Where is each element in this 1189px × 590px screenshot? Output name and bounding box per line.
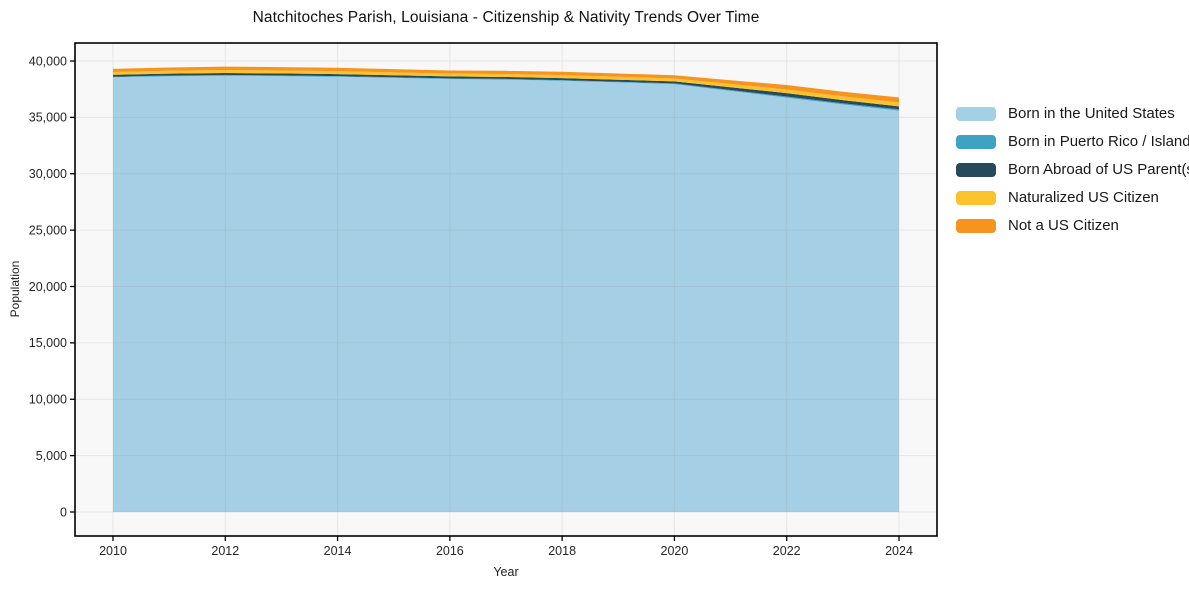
y-tick-label: 30,000 (29, 167, 67, 181)
plot-border (74, 42, 938, 537)
legend-item: Born in Puerto Rico / Islands (956, 131, 1189, 152)
legend-swatch (956, 218, 996, 233)
legend-label: Naturalized US Citizen (1008, 189, 1159, 206)
legend-item: Naturalized US Citizen (956, 187, 1189, 208)
area-series-2 (113, 73, 899, 110)
x-tick-label: 2016 (436, 544, 464, 558)
legend-item: Not a US Citizen (956, 215, 1189, 236)
legend-label: Born in the United States (1008, 105, 1175, 122)
y-tick-label: 25,000 (29, 223, 67, 237)
area-series-group (113, 66, 899, 512)
chart-title: Natchitoches Parish, Louisiana - Citizen… (252, 9, 760, 26)
legend-item: Born in the United States (956, 103, 1189, 124)
legend-swatch (956, 106, 996, 121)
y-tick-label: 15,000 (29, 336, 67, 350)
x-tick-label: 2024 (885, 544, 913, 558)
y-tick-label: 40,000 (29, 54, 67, 68)
legend-label: Born in Puerto Rico / Islands (1008, 133, 1189, 150)
legend: Born in the United States Born in Puerto … (956, 103, 1189, 236)
x-axis-label: Year (493, 565, 519, 579)
legend-swatch (956, 162, 996, 177)
area-series-4 (113, 66, 899, 103)
y-tick-label: 5,000 (36, 449, 67, 463)
y-tick-label: 0 (60, 505, 67, 519)
y-tick-label: 35,000 (29, 111, 67, 125)
legend-item: Born Abroad of US Parent(s) (956, 159, 1189, 180)
x-tick-label: 2012 (211, 544, 239, 558)
x-tick-label: 2020 (661, 544, 689, 558)
area-series-3 (113, 70, 899, 107)
legend-label: Born Abroad of US Parent(s) (1008, 161, 1189, 178)
gridlines (75, 43, 937, 536)
x-tick-label: 2010 (99, 544, 127, 558)
axis-ticks: 0 5,000 10,000 15,000 20,000 25,000 30,000 35,0… (29, 54, 913, 558)
area-series-0 (113, 75, 899, 512)
x-tick-label: 2014 (324, 544, 352, 558)
legend-label: Not a US Citizen (1008, 217, 1119, 234)
x-tick-label: 2018 (548, 544, 576, 558)
legend-swatch (956, 134, 996, 149)
y-tick-label: 20,000 (29, 280, 67, 294)
x-tick-label: 2022 (773, 544, 801, 558)
legend-swatch (956, 190, 996, 205)
y-tick-label: 10,000 (29, 393, 67, 407)
